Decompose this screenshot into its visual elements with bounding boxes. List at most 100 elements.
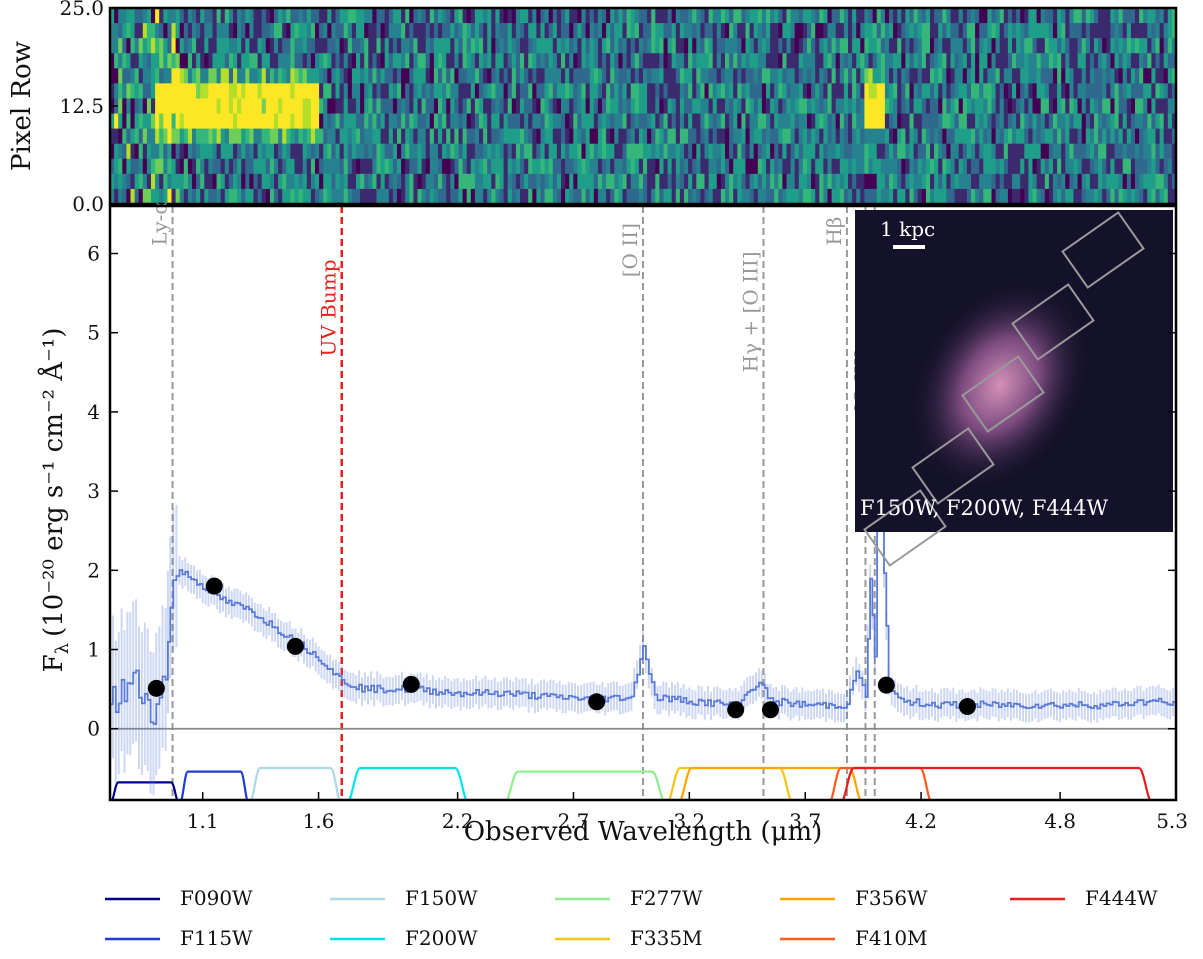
heatmap-cell: [524, 23, 529, 39]
heatmap-cell: [343, 128, 349, 145]
heatmap-cell: [274, 143, 279, 160]
heatmap-cell: [253, 53, 259, 69]
heatmap-cell: [684, 173, 689, 190]
heatmap-cell: [565, 128, 570, 145]
heatmap-cell: [192, 98, 197, 115]
heatmap-cell: [794, 128, 800, 145]
photometry-point: [205, 577, 223, 595]
heatmap-cell: [901, 98, 906, 115]
heatmap-cell: [827, 173, 833, 190]
heatmap-cell: [376, 23, 382, 39]
heatmap-cell: [995, 53, 1001, 69]
heatmap-cell: [700, 158, 705, 175]
heatmap-cell: [425, 53, 431, 69]
heatmap-cell: [433, 158, 439, 175]
heatmap-cell: [561, 188, 566, 204]
heatmap-cell: [745, 128, 751, 145]
heatmap-cell: [442, 113, 447, 130]
heatmap-cell: [1065, 83, 1070, 99]
heatmap-cell: [245, 188, 250, 204]
heatmap-cell: [1048, 98, 1054, 115]
heatmap-cell: [1171, 128, 1176, 145]
heatmap-cell: [1143, 83, 1148, 99]
heatmap-cell: [716, 158, 722, 175]
heatmap-cell: [749, 173, 755, 190]
heatmap-cell: [725, 188, 730, 204]
heatmap-cell: [114, 23, 119, 39]
heatmap-cell: [614, 188, 619, 204]
slit-box-5: [863, 489, 947, 567]
heatmap-cell: [438, 143, 443, 160]
heatmap-cell: [233, 143, 238, 160]
heatmap-cell: [257, 8, 263, 24]
heatmap-cell: [802, 68, 808, 84]
heatmap-cell: [520, 158, 525, 175]
heatmap-cell: [569, 83, 574, 99]
heatmap-cell: [1061, 23, 1066, 39]
heatmap-cell: [708, 38, 714, 54]
heatmap-cell: [450, 53, 455, 69]
heatmap-cell: [1147, 113, 1152, 130]
heatmap-cell: [556, 23, 562, 39]
heatmap-cell: [893, 188, 898, 204]
heatmap-cell: [778, 173, 783, 190]
heatmap-cell: [733, 143, 738, 160]
heatmap-cell: [1135, 188, 1140, 204]
heatmap-cell: [704, 68, 710, 84]
heatmap-cell: [962, 128, 968, 145]
heatmap-cell: [175, 23, 181, 39]
heatmap-cell: [696, 173, 701, 190]
heatmap-cell: [429, 38, 435, 54]
heatmap-cell: [561, 53, 566, 69]
heatmap-cell: [356, 68, 361, 84]
heatmap-cell: [183, 8, 189, 24]
heatmap-cell: [507, 98, 513, 115]
heatmap-cell: [872, 38, 878, 54]
heatmap-cell: [667, 143, 673, 160]
heatmap-cell: [704, 113, 710, 130]
heatmap-cell: [507, 173, 513, 190]
heatmap-cell: [520, 128, 525, 145]
heatmap-cell: [782, 68, 787, 84]
heatmap-cell: [1122, 128, 1128, 145]
heatmap-cell: [770, 158, 775, 175]
heatmap-cell: [1155, 158, 1161, 175]
heatmap-cell: [614, 173, 619, 190]
heatmap-cell: [901, 128, 906, 145]
heatmap-cell: [671, 83, 677, 99]
heatmap-cell: [573, 173, 578, 190]
heatmap-cell: [331, 128, 336, 145]
heatmap-cell: [1094, 188, 1099, 204]
heatmap-cell: [249, 8, 254, 24]
heatmap-cell: [429, 143, 435, 160]
heatmap-cell: [323, 173, 328, 190]
heatmap-cell: [212, 38, 218, 54]
heatmap-cell: [360, 173, 365, 190]
heatmap-cell: [999, 83, 1005, 99]
heatmap-cell: [429, 83, 435, 99]
heatmap-cell: [520, 143, 525, 160]
heatmap-cell: [360, 68, 365, 84]
heatmap-cell: [1167, 173, 1173, 190]
heatmap-cell: [897, 143, 902, 160]
heatmap-cell: [249, 83, 254, 99]
heatmap-cell: [1118, 68, 1124, 84]
photometry-point: [588, 693, 606, 711]
heatmap-cell: [138, 158, 144, 175]
heatmap-cell: [725, 113, 730, 130]
heatmap-cell: [913, 173, 919, 190]
heatmap-cell: [466, 38, 472, 54]
heatmap-cell: [548, 53, 554, 69]
heatmap-cell: [286, 128, 291, 145]
heatmap-cell: [323, 98, 328, 115]
heatmap-cell: [1061, 83, 1066, 99]
heatmap-cell: [901, 143, 906, 160]
heatmap-cell: [474, 68, 480, 84]
heatmap-cell: [925, 188, 931, 204]
heatmap-cell: [1118, 8, 1124, 24]
heatmap-cell: [860, 8, 865, 24]
heatmap-cell: [138, 173, 144, 190]
heatmap-cell: [261, 128, 267, 145]
heatmap-cell: [175, 128, 181, 145]
heatmap-cell: [950, 23, 956, 39]
